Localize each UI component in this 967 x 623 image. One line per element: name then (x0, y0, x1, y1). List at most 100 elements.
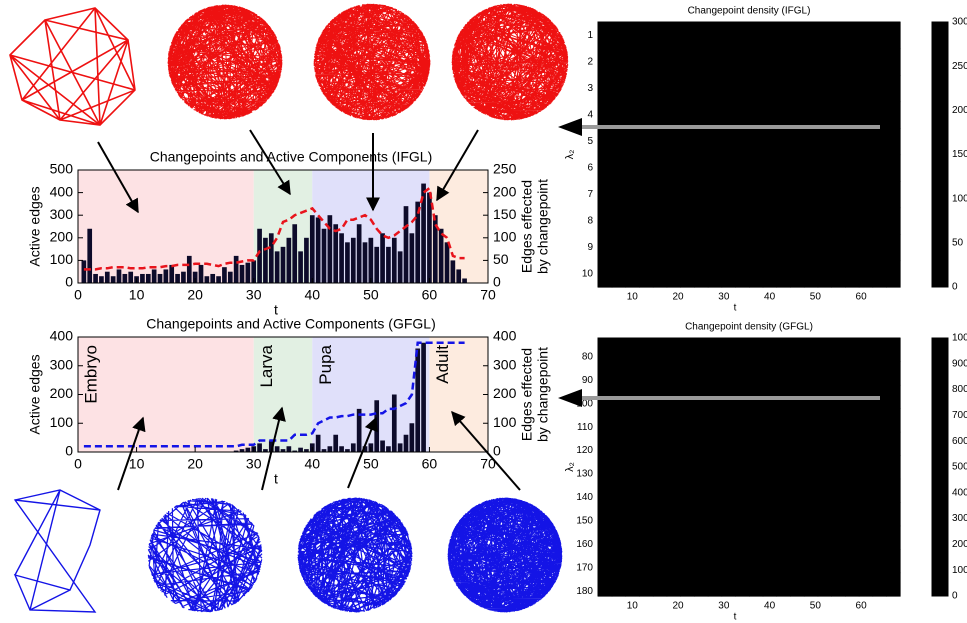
x-tick-label: 30 (718, 292, 730, 303)
heat-cell (666, 408, 681, 433)
heat-cell (886, 154, 901, 182)
colorbar-step (932, 211, 948, 215)
heat-cell (803, 525, 819, 550)
heat-cell (831, 431, 846, 456)
heat-cell (625, 48, 640, 76)
heat-cell (817, 260, 832, 288)
heat-cell (803, 431, 819, 456)
bar (280, 449, 286, 452)
heat-cell (831, 48, 846, 76)
heat-cell (845, 154, 860, 182)
colorbar-step (932, 253, 948, 257)
heat-cell (639, 207, 654, 235)
heat-cell (735, 260, 750, 288)
colorbar-step (932, 359, 948, 363)
heat-cell (680, 128, 695, 156)
y2-tick-label: 250 (493, 161, 517, 177)
heat-cell (872, 572, 887, 597)
heat-cell (872, 260, 887, 288)
colorbar-step (932, 544, 948, 548)
heat-cell (817, 408, 832, 433)
colorbar-step (932, 158, 948, 162)
y-tick-label: 180 (576, 586, 593, 597)
bar (397, 251, 403, 283)
x-tick-label: 50 (363, 287, 379, 303)
y-tick-label: 100 (576, 398, 593, 409)
heat-cell (803, 338, 819, 363)
bar (304, 449, 309, 452)
colorbar-step (932, 531, 948, 535)
heat-cell (707, 181, 723, 209)
bar (257, 228, 262, 283)
heat-cell (817, 22, 832, 50)
heat-cell (598, 260, 613, 288)
bar (456, 269, 462, 283)
colorbar-step (932, 70, 948, 74)
heat-cell (776, 572, 791, 597)
colorbar-step (932, 172, 948, 175)
colorbar-step (932, 154, 948, 158)
y2-tick-label: 100 (493, 229, 517, 245)
bar (192, 271, 198, 283)
heat-cell (639, 502, 654, 527)
heat-cell (707, 431, 723, 456)
heat-cell (625, 207, 640, 235)
heat-cell (749, 478, 764, 503)
heat-cell (639, 338, 654, 363)
heat-cell (817, 234, 832, 262)
colorbar-step (932, 50, 948, 54)
colorbar-step (932, 492, 948, 496)
heat-cell (680, 455, 695, 480)
heat-cell (803, 22, 819, 50)
heat-cell (735, 22, 750, 50)
heat-cell (639, 525, 654, 550)
heat-cell (598, 75, 613, 103)
bar (227, 271, 233, 283)
heat-cell (872, 128, 887, 156)
heat-cell (858, 101, 874, 129)
colorbar-step (932, 174, 948, 178)
bar (263, 449, 268, 452)
heat-cell (872, 22, 887, 50)
colorbar-step (932, 424, 948, 427)
heat-cell (831, 22, 846, 50)
colorbar-step (932, 548, 948, 552)
bar (438, 228, 444, 283)
heat-cell (872, 181, 887, 209)
colorbar-step (932, 374, 948, 378)
heat-cell (762, 455, 778, 480)
heat-cell (598, 128, 613, 156)
bar (368, 237, 374, 283)
heat-cell (707, 260, 723, 288)
heat-cell (611, 572, 627, 597)
heat-cell (666, 338, 681, 363)
heat-cell (886, 431, 901, 456)
heat-cell (721, 260, 736, 288)
heat-cell (680, 207, 695, 235)
heat-cell (845, 22, 860, 50)
colorbar-step (932, 583, 948, 586)
heat-cell (721, 408, 736, 433)
heat-cell (886, 502, 901, 527)
heat-cell (845, 361, 860, 386)
y-tick-label: 400 (50, 328, 74, 344)
bar (145, 273, 151, 283)
y-tick-label: 2 (587, 56, 593, 67)
heat-cell (721, 478, 736, 503)
region (78, 170, 254, 283)
x-tick-label: 50 (363, 456, 379, 472)
x-tick-label: 10 (627, 601, 639, 612)
colorbar-step (932, 189, 948, 193)
heat-cell (762, 154, 778, 182)
bar (81, 260, 87, 283)
heat-cell (639, 431, 654, 456)
x-tick-label: 20 (187, 456, 203, 472)
y2-tick-label: 0 (493, 274, 501, 290)
bar (251, 260, 257, 283)
colorbar-step (932, 55, 948, 58)
heat-cell (845, 128, 860, 156)
heat-cell (611, 22, 627, 50)
heat-cell (721, 502, 736, 527)
heat-cell (803, 181, 819, 209)
y2-tick-label: 400 (493, 328, 517, 344)
